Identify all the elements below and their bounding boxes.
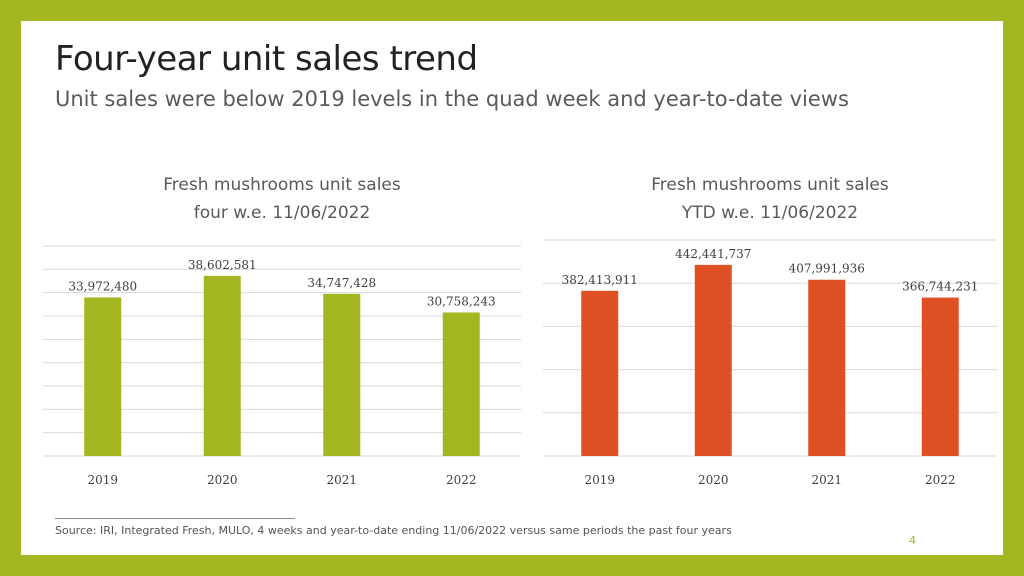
bar-2019 (84, 297, 122, 456)
data-label: 366,744,231 (902, 280, 978, 294)
data-label: 407,991,936 (789, 262, 865, 276)
x-tick-label: 2019 (87, 473, 118, 487)
data-label: 34,747,428 (307, 276, 376, 290)
chart-quad-week: Fresh mushrooms unit sales four w.e. 11/… (43, 171, 521, 501)
chart-title-line1: Fresh mushrooms unit sales (651, 175, 889, 195)
x-tick-label: 2020 (698, 473, 729, 487)
chart-title: Fresh mushrooms unit sales four w.e. 11/… (43, 171, 521, 227)
chart-title-line2: YTD w.e. 11/06/2022 (681, 203, 859, 223)
data-label: 33,972,480 (68, 279, 137, 293)
bar-2020 (203, 275, 241, 456)
data-label: 442,441,737 (675, 247, 751, 261)
slide: Four-year unit sales trend Unit sales we… (21, 21, 1003, 555)
chart-title-line1: Fresh mushrooms unit sales (163, 175, 401, 195)
source-divider (55, 518, 295, 519)
bar-2022 (442, 312, 480, 456)
chart-ytd: Fresh mushrooms unit sales YTD w.e. 11/0… (543, 171, 997, 501)
x-tick-label: 2019 (584, 473, 615, 487)
bar-2019 (581, 290, 619, 456)
chart-title-line2: four w.e. 11/06/2022 (193, 203, 371, 223)
slide-subtitle: Unit sales were below 2019 levels in the… (55, 87, 849, 111)
slide-title: Four-year unit sales trend (55, 39, 478, 79)
chart-plot: 33,972,480 2019 38,602,581 2020 34,747,428 20… (43, 245, 521, 487)
x-tick-label: 2021 (326, 473, 357, 487)
bar-2021 (323, 293, 361, 456)
data-label: 30,758,243 (427, 294, 496, 308)
source-note: Source: IRI, Integrated Fresh, MULO, 4 w… (55, 524, 732, 537)
data-label: 38,602,581 (188, 258, 257, 272)
chart-plot: 382,413,911 2019 442,441,737 2020 407,991,93… (543, 239, 997, 487)
data-label: 382,413,911 (562, 273, 638, 287)
bar-2022 (921, 297, 959, 456)
x-tick-label: 2022 (925, 473, 956, 487)
chart-title: Fresh mushrooms unit sales YTD w.e. 11/0… (543, 171, 997, 227)
x-tick-label: 2022 (446, 473, 477, 487)
page-number: 4 (909, 534, 916, 547)
x-tick-label: 2021 (811, 473, 842, 487)
bar-2021 (808, 279, 846, 456)
bar-2020 (694, 264, 732, 456)
x-tick-label: 2020 (207, 473, 238, 487)
